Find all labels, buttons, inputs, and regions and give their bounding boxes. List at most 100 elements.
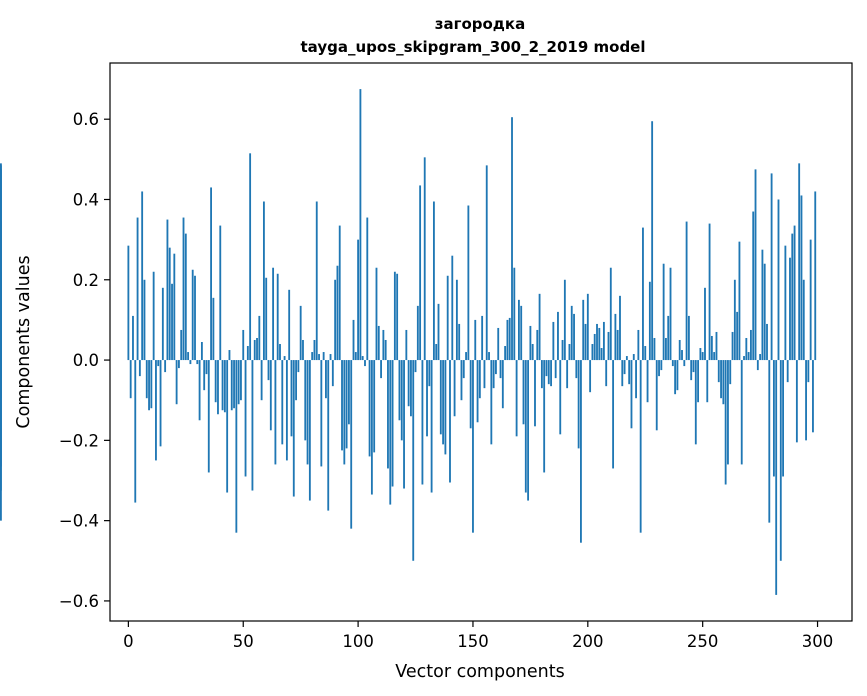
bar-7	[143, 279, 146, 361]
bar-189	[561, 339, 564, 361]
bar-160	[495, 360, 497, 375]
bar-196	[577, 360, 580, 449]
bar-290	[793, 225, 796, 361]
bar-202	[591, 344, 594, 361]
bar-217	[625, 356, 628, 361]
bar-208	[605, 360, 608, 387]
bar-175	[529, 325, 532, 361]
bar-135	[437, 303, 440, 361]
bar-263	[731, 331, 734, 361]
bar-228	[651, 121, 654, 361]
bar-38	[214, 360, 217, 403]
bar-0	[127, 245, 130, 361]
bar-185	[552, 321, 555, 361]
bar-145	[460, 360, 463, 401]
bar-275	[759, 354, 762, 361]
bar-149	[469, 360, 472, 429]
y-tick-label: 0.4	[73, 190, 99, 209]
bar-131	[428, 360, 431, 387]
bar-190	[563, 279, 566, 361]
bar-186	[554, 360, 557, 379]
bar-60	[265, 277, 268, 361]
bar-66	[279, 344, 281, 361]
bar-269	[745, 337, 748, 361]
bar-65	[276, 273, 279, 361]
bar-173	[524, 360, 527, 493]
bar-99	[354, 352, 357, 361]
bar-171	[520, 305, 523, 361]
bar-1	[129, 360, 132, 399]
bar-167	[511, 117, 513, 361]
bar-97	[350, 360, 353, 529]
bar-55	[253, 339, 256, 361]
bar-229	[653, 337, 656, 361]
bar-120	[403, 360, 405, 489]
bar-258	[720, 360, 722, 399]
bar-43	[226, 360, 229, 493]
y-tick-label: −0.6	[59, 592, 99, 611]
bar-88	[329, 354, 332, 361]
bar-51	[244, 360, 247, 477]
bar-152	[476, 360, 479, 423]
bar-259	[722, 360, 725, 405]
bar-57	[258, 315, 261, 361]
bar-169	[515, 360, 518, 437]
bar-141	[451, 255, 454, 361]
bar-239	[676, 360, 679, 391]
bar-12	[155, 360, 157, 461]
bar-286	[784, 245, 787, 361]
bar-170	[517, 299, 520, 361]
bar-46	[233, 360, 235, 409]
bar-205	[598, 327, 601, 361]
bar-11	[152, 271, 155, 361]
bar-19	[171, 283, 173, 361]
bar-32	[200, 342, 203, 361]
bar-292	[798, 163, 801, 361]
bar-240	[678, 339, 681, 361]
bar-299	[814, 191, 817, 361]
plot-frame	[109, 62, 853, 622]
bar-261	[727, 360, 729, 465]
bar-101	[359, 89, 362, 361]
bar-129	[423, 157, 426, 361]
bar-155	[483, 360, 486, 389]
bar-59	[262, 201, 265, 361]
bar-90	[334, 279, 337, 361]
bar-203	[593, 333, 596, 361]
bar-69	[285, 360, 288, 461]
bar-256	[715, 331, 718, 361]
bar-117	[396, 273, 399, 361]
bar-91	[336, 265, 339, 361]
bar-273	[754, 169, 757, 361]
bar-146	[462, 360, 465, 379]
bar-177	[534, 360, 536, 427]
bar-244	[687, 315, 690, 361]
bar-236	[669, 267, 672, 361]
bar-41	[221, 360, 224, 411]
bar-166	[508, 317, 511, 361]
bar-45	[230, 360, 233, 411]
bar-223	[639, 360, 642, 533]
y-axis-label: Components values	[14, 255, 34, 428]
bar-83	[318, 354, 320, 361]
bar-122	[407, 360, 410, 407]
bar-64	[274, 360, 277, 465]
bar-248	[697, 360, 700, 403]
bar-50	[242, 329, 245, 361]
bar-100	[357, 239, 360, 361]
bar-188	[559, 360, 562, 435]
bar-9	[148, 360, 150, 411]
bar-103	[364, 360, 366, 367]
bar-237	[671, 360, 674, 367]
bar-5	[138, 360, 141, 377]
bar-266	[738, 241, 741, 361]
bar-182	[545, 360, 548, 377]
bar-277	[763, 263, 766, 361]
bar-95	[345, 360, 348, 449]
bar-133	[432, 201, 435, 361]
y-tick-label: −0.4	[59, 512, 99, 531]
bar-181	[543, 360, 546, 473]
bar-105	[368, 360, 371, 457]
bar-54	[251, 360, 254, 491]
bar-96	[347, 360, 350, 425]
